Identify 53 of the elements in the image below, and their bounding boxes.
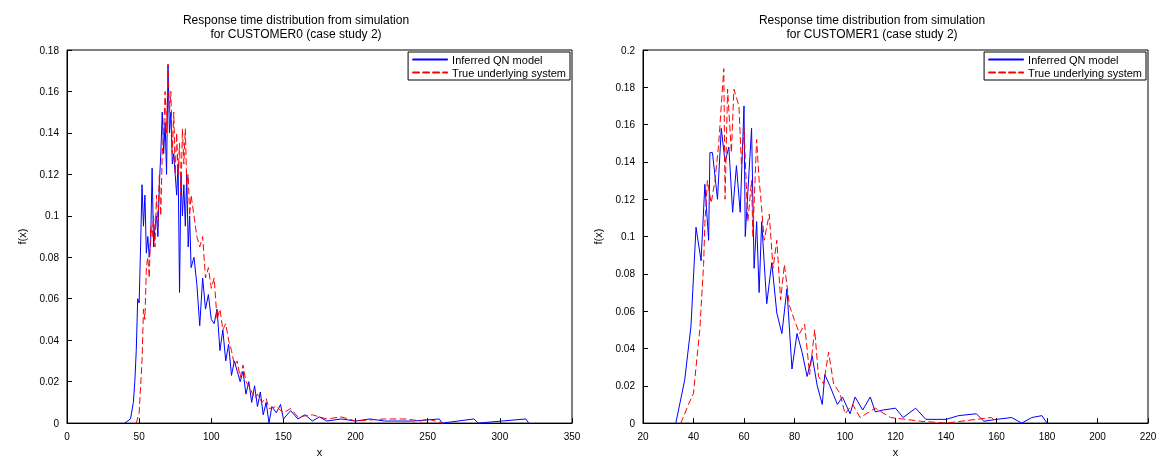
y-tick-label: 0.16	[39, 85, 60, 97]
legend-label: Inferred QN model	[1028, 53, 1119, 66]
x-tick-label: 160	[988, 430, 1006, 442]
y-axis-title: f(x)	[15, 228, 28, 245]
x-tick-label: 200	[347, 430, 365, 442]
legend-label: Inferred QN model	[452, 53, 543, 66]
y-tick-label: 0.14	[615, 156, 636, 168]
x-tick-label: 220	[1139, 430, 1157, 442]
y-tick-label: 0.04	[39, 334, 60, 346]
x-axis-title: x	[316, 445, 323, 458]
y-tick-label: 0.06	[615, 305, 636, 317]
x-tick-label: 200	[1089, 430, 1107, 442]
legend-label: True underlying system	[452, 66, 567, 79]
y-tick-label: 0.02	[39, 376, 60, 388]
x-tick-label: 350	[563, 430, 581, 442]
x-tick-label: 0	[64, 430, 71, 442]
y-tick-label: 0	[629, 417, 636, 429]
x-tick-label: 250	[419, 430, 437, 442]
line-series	[675, 105, 1048, 424]
y-tick-label: 0.1	[621, 231, 636, 243]
y-tick-label: 0.08	[615, 268, 636, 280]
x-tick-label: 100	[202, 430, 221, 442]
y-tick-label: 0.1	[45, 210, 60, 222]
chart-title: Response time distribution from simulation for CUSTOMER0 (case study 2)	[182, 13, 410, 41]
y-tick-label: 0.18	[615, 81, 636, 93]
x-tick-label: 40	[687, 430, 700, 442]
line-series	[680, 68, 997, 424]
x-axis-title: x	[892, 445, 899, 458]
y-tick-label: 0.14	[39, 127, 60, 139]
legend-label: True underlying system	[1028, 66, 1143, 79]
x-tick-label: 80	[788, 430, 801, 442]
y-tick-label: 0.08	[39, 251, 60, 263]
y-tick-label: 0.2	[621, 44, 636, 56]
x-tick-label: 120	[887, 430, 905, 442]
y-tick-label: 0.18	[39, 44, 60, 56]
y-tick-label: 0.16	[615, 119, 636, 131]
chart-title: Response time distribution from simulation for CUSTOMER1 (case study 2)	[758, 13, 986, 41]
y-axis-title: f(x)	[591, 228, 604, 245]
x-tick-label: 100	[836, 430, 854, 442]
x-tick-label: 180	[1038, 430, 1056, 442]
x-tick-label: 150	[275, 430, 293, 442]
y-tick-label: 0	[53, 417, 60, 429]
x-tick-label: 140	[937, 430, 955, 442]
line-series	[135, 64, 443, 424]
x-tick-label: 60	[738, 430, 750, 442]
y-tick-label: 0.04	[615, 342, 636, 354]
x-tick-label: 20	[637, 430, 649, 442]
x-tick-label: 50	[133, 430, 146, 442]
y-tick-label: 0.12	[39, 168, 60, 180]
y-tick-label: 0.06	[39, 293, 60, 305]
y-tick-label: 0.02	[615, 380, 636, 392]
x-tick-label: 300	[491, 430, 509, 442]
y-tick-label: 0.12	[615, 193, 636, 205]
